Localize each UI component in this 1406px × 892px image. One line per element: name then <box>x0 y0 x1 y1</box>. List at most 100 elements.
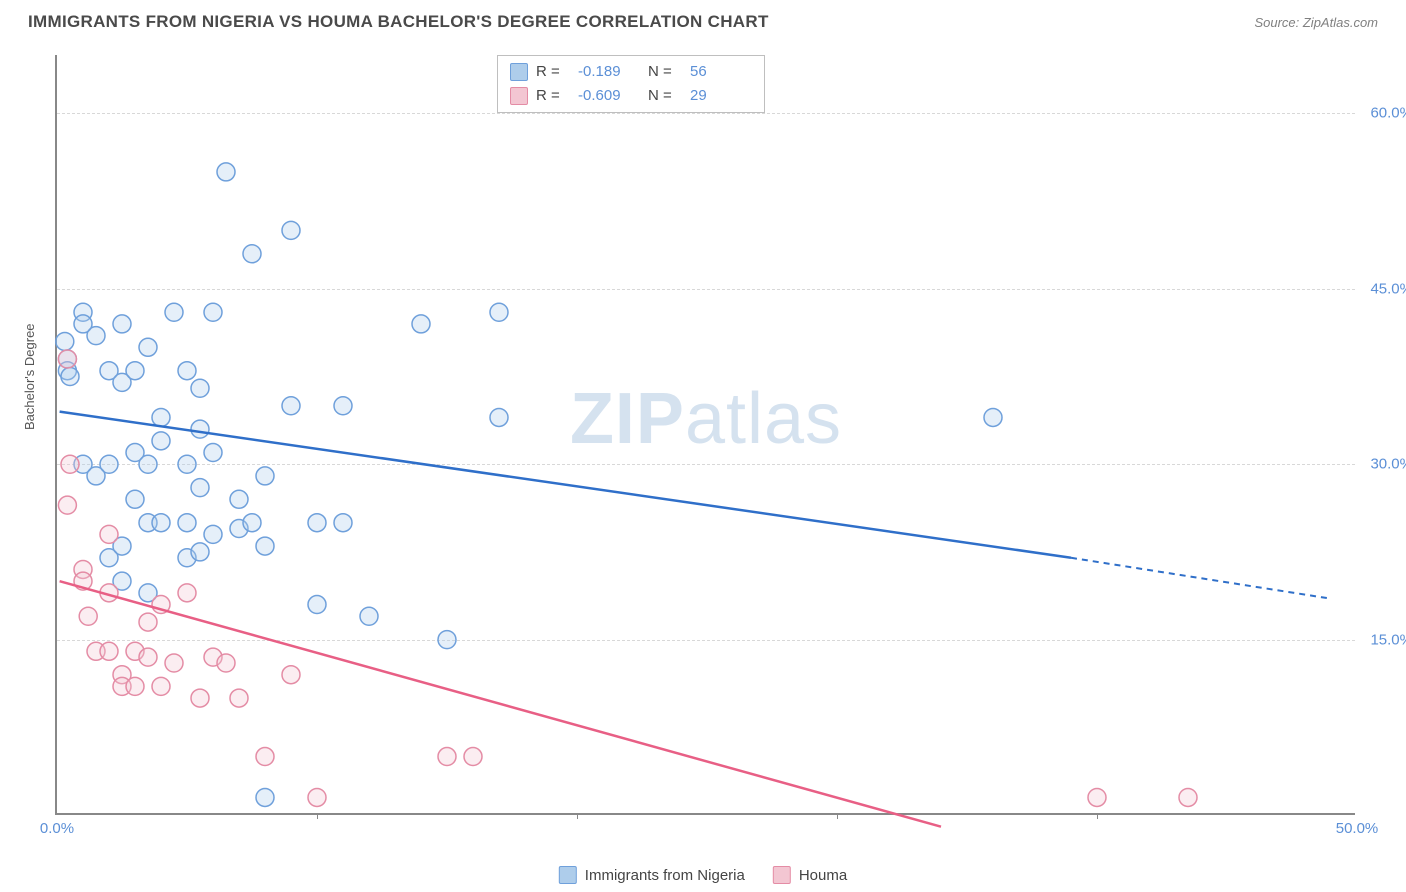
scatter-point-nigeria <box>87 327 105 345</box>
x-minor-tick <box>317 813 318 819</box>
scatter-point-nigeria <box>61 368 79 386</box>
scatter-point-houma <box>58 350 76 368</box>
correlation-legend: R = -0.189 N = 56 R = -0.609 N = 29 <box>497 55 765 113</box>
scatter-point-nigeria <box>256 467 274 485</box>
scatter-point-houma <box>139 613 157 631</box>
scatter-point-houma <box>191 689 209 707</box>
scatter-point-nigeria <box>191 543 209 561</box>
scatter-point-nigeria <box>126 362 144 380</box>
legend-label-nigeria: Immigrants from Nigeria <box>585 867 745 884</box>
source-label: Source: ZipAtlas.com <box>1254 15 1378 30</box>
scatter-point-nigeria <box>191 379 209 397</box>
scatter-point-nigeria <box>412 315 430 333</box>
legend-item-nigeria: Immigrants from Nigeria <box>559 866 745 884</box>
x-minor-tick <box>837 813 838 819</box>
scatter-point-houma <box>165 654 183 672</box>
swatch-nigeria <box>559 866 577 884</box>
scatter-point-nigeria <box>204 444 222 462</box>
n-value-nigeria: 56 <box>690 60 752 84</box>
scatter-point-nigeria <box>282 221 300 239</box>
scatter-point-nigeria <box>100 455 118 473</box>
scatter-point-nigeria <box>360 607 378 625</box>
scatter-point-houma <box>1088 788 1106 806</box>
scatter-point-houma <box>308 788 326 806</box>
scatter-point-nigeria <box>256 788 274 806</box>
n-value-houma: 29 <box>690 84 752 108</box>
scatter-point-nigeria <box>243 245 261 263</box>
y-tick-label: 15.0% <box>1370 631 1406 648</box>
scatter-point-houma <box>152 677 170 695</box>
scatter-point-nigeria <box>204 525 222 543</box>
scatter-point-houma <box>178 584 196 602</box>
legend-row-nigeria: R = -0.189 N = 56 <box>510 60 752 84</box>
scatter-point-houma <box>79 607 97 625</box>
scatter-point-houma <box>230 689 248 707</box>
scatter-point-nigeria <box>204 303 222 321</box>
n-label: N = <box>648 84 682 108</box>
scatter-point-houma <box>126 677 144 695</box>
legend-row-houma: R = -0.609 N = 29 <box>510 84 752 108</box>
scatter-point-nigeria <box>490 303 508 321</box>
r-label: R = <box>536 84 570 108</box>
scatter-point-nigeria <box>308 514 326 532</box>
scatter-point-houma <box>100 642 118 660</box>
scatter-point-nigeria <box>178 455 196 473</box>
swatch-houma <box>510 87 528 105</box>
x-tick-label: 50.0% <box>1336 820 1379 837</box>
scatter-point-houma <box>464 748 482 766</box>
scatter-point-houma <box>58 496 76 514</box>
scatter-svg <box>57 55 1355 813</box>
swatch-nigeria <box>510 63 528 81</box>
y-tick-label: 45.0% <box>1370 280 1406 297</box>
scatter-point-nigeria <box>217 163 235 181</box>
page-title: IMMIGRANTS FROM NIGERIA VS HOUMA BACHELO… <box>28 12 769 32</box>
scatter-point-houma <box>100 525 118 543</box>
trend-line-houma <box>60 581 941 827</box>
scatter-point-houma <box>217 654 235 672</box>
scatter-point-nigeria <box>152 432 170 450</box>
y-tick-label: 30.0% <box>1370 456 1406 473</box>
scatter-point-nigeria <box>490 408 508 426</box>
scatter-point-nigeria <box>438 631 456 649</box>
n-label: N = <box>648 60 682 84</box>
scatter-point-nigeria <box>334 514 352 532</box>
scatter-point-houma <box>1179 788 1197 806</box>
scatter-point-nigeria <box>139 338 157 356</box>
scatter-point-houma <box>256 748 274 766</box>
r-label: R = <box>536 60 570 84</box>
scatter-point-nigeria <box>984 408 1002 426</box>
scatter-point-nigeria <box>165 303 183 321</box>
scatter-point-nigeria <box>178 362 196 380</box>
scatter-point-nigeria <box>256 537 274 555</box>
scatter-point-nigeria <box>178 514 196 532</box>
scatter-point-houma <box>438 748 456 766</box>
scatter-point-nigeria <box>230 490 248 508</box>
scatter-point-nigeria <box>126 490 144 508</box>
scatter-point-nigeria <box>308 596 326 614</box>
x-minor-tick <box>577 813 578 819</box>
scatter-point-nigeria <box>113 315 131 333</box>
swatch-houma <box>773 866 791 884</box>
legend-item-houma: Houma <box>773 866 847 884</box>
legend-label-houma: Houma <box>799 867 847 884</box>
r-value-nigeria: -0.189 <box>578 60 640 84</box>
y-tick-label: 60.0% <box>1370 105 1406 122</box>
x-tick-label: 0.0% <box>40 820 74 837</box>
scatter-point-nigeria <box>334 397 352 415</box>
scatter-point-nigeria <box>243 514 261 532</box>
y-axis-label: Bachelor's Degree <box>22 323 37 430</box>
series-legend: Immigrants from Nigeria Houma <box>559 866 847 884</box>
scatter-point-houma <box>282 666 300 684</box>
scatter-point-nigeria <box>282 397 300 415</box>
scatter-point-nigeria <box>152 408 170 426</box>
scatter-point-nigeria <box>139 455 157 473</box>
r-value-houma: -0.609 <box>578 84 640 108</box>
scatter-point-nigeria <box>56 332 74 350</box>
scatter-point-nigeria <box>191 479 209 497</box>
scatter-point-nigeria <box>191 420 209 438</box>
scatter-point-houma <box>139 648 157 666</box>
scatter-point-houma <box>61 455 79 473</box>
x-minor-tick <box>1097 813 1098 819</box>
chart-plot-area: ZIPatlas 15.0%30.0%45.0%60.0% R = -0.189… <box>55 55 1355 815</box>
trend-line-dash-nigeria <box>1071 558 1331 599</box>
